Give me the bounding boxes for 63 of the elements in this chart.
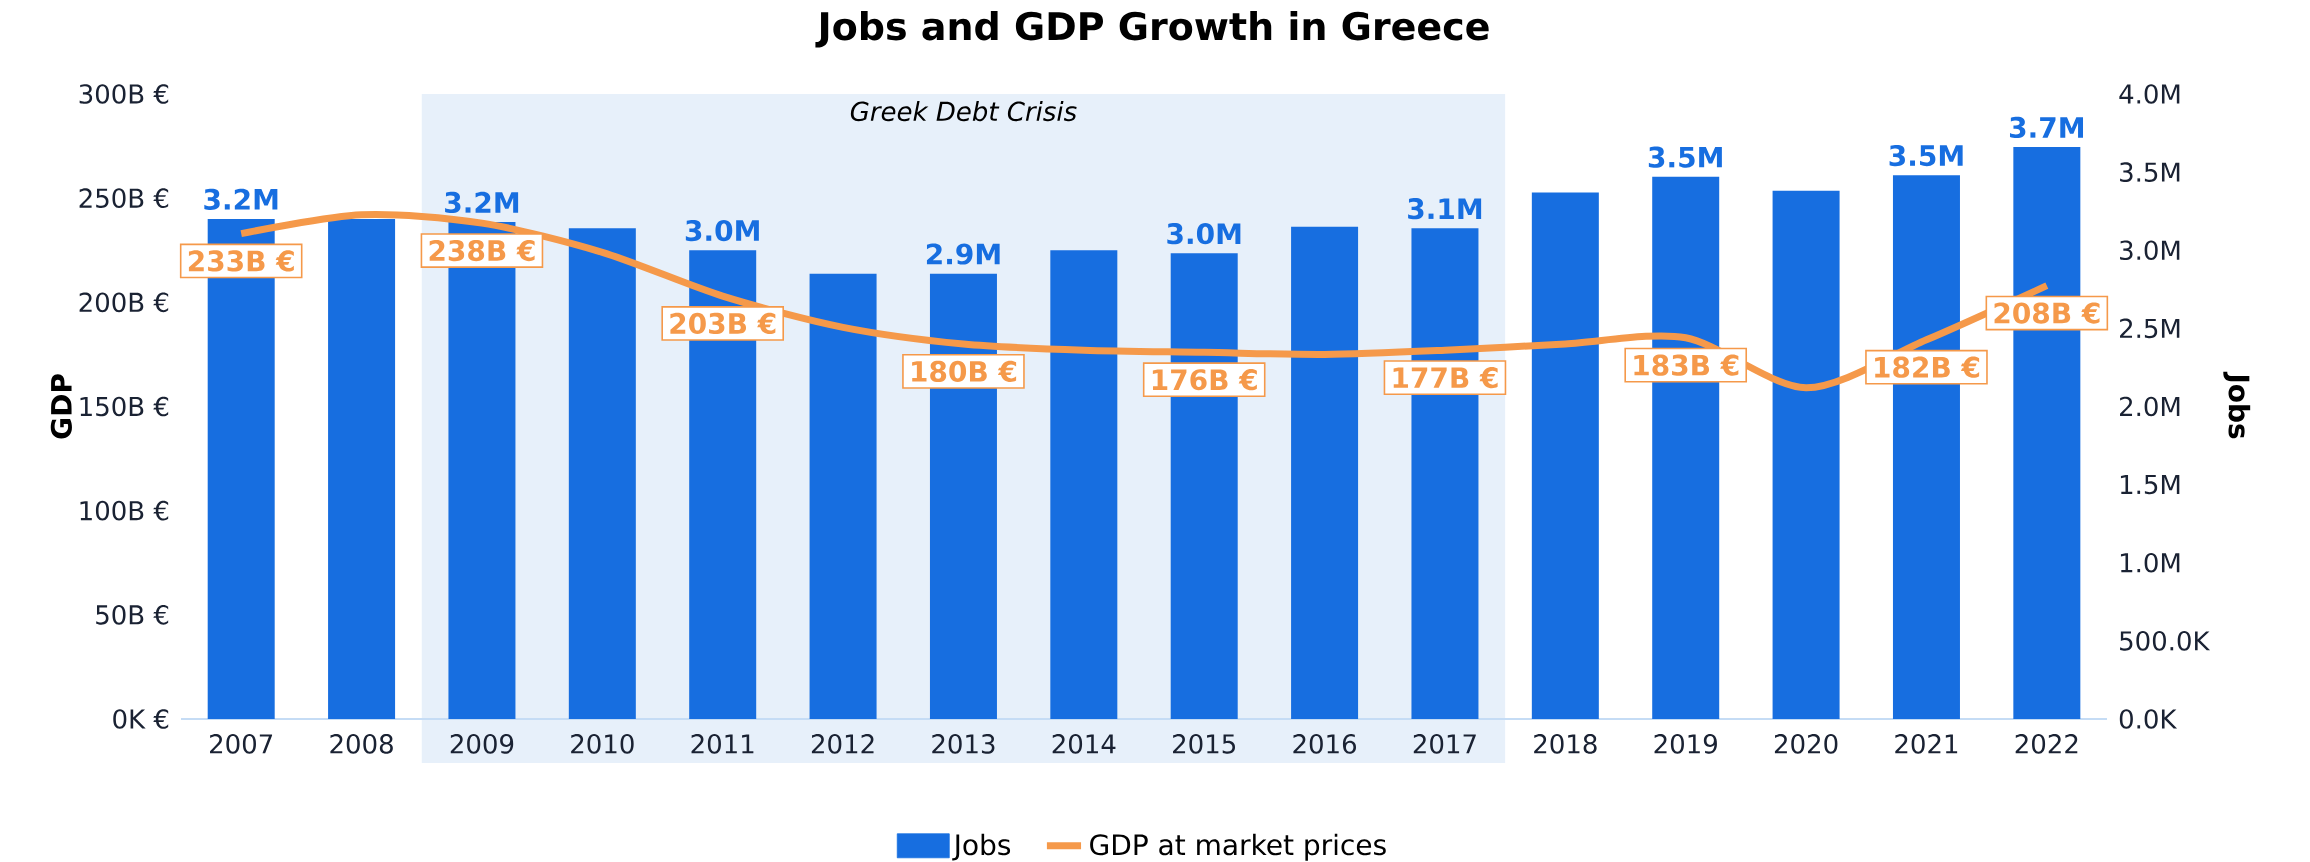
y2-tick-label: 2.0M (2120, 396, 2180, 417)
y2-tick-label: 0.0K (2119, 709, 2178, 729)
x-tick-label: 2017 (1413, 734, 1476, 754)
data-label: 238B € (429, 239, 535, 262)
y-tick-label: 150B € (80, 396, 169, 417)
x-tick-label: 2019 (1654, 734, 1717, 754)
y-tick-label: 100B € (80, 500, 169, 521)
y2-tick-label: 2.5M (2120, 318, 2180, 339)
legend-label: GDP at market prices (1090, 833, 1386, 861)
y-tick-label: 50B € (96, 605, 169, 625)
y2-tick-label: 500.0K (2120, 631, 2211, 651)
y2-tick-label: 4.0M (2119, 84, 2180, 104)
data-label: 3.5M (1889, 144, 1963, 167)
x-tick-label: 2018 (1534, 734, 1597, 754)
x-tick-label: 2010 (571, 734, 634, 754)
data-label: 3.0M (1167, 223, 1241, 245)
band-label: Greek Debt Crisis (850, 101, 1077, 122)
x-tick-label: 2015 (1173, 734, 1235, 754)
y2-tick-label: 3.5M (2120, 162, 2180, 182)
data-label: 3.7M (2009, 116, 2083, 139)
y-tick-label: 200B € (79, 292, 169, 313)
bar (328, 218, 396, 719)
bar (809, 273, 877, 719)
x-tick-label: 2007 (210, 734, 273, 754)
y-tick-label: 250B € (79, 188, 169, 209)
bar (568, 228, 636, 719)
data-label: 3.5M (1648, 146, 1722, 168)
x-tick-label: 2016 (1293, 734, 1356, 754)
y2-tick-label: 1.5M (2120, 474, 2180, 495)
y2-tick-label: 1.0M (2120, 552, 2180, 573)
x-tick-label: 2022 (2015, 734, 2078, 754)
y-tick-label: 300B € (79, 84, 169, 104)
data-label: 208B € (1994, 302, 2100, 324)
data-label: 182B € (1875, 356, 1980, 378)
x-tick-label: 2021 (1895, 734, 1958, 754)
data-label: 3.2M (445, 191, 519, 214)
data-label: 177B € (1393, 367, 1498, 389)
data-label: 2.9M (926, 243, 1000, 265)
data-label: 233B € (188, 250, 294, 272)
legend-label: Jobs (952, 833, 1011, 861)
y-axis-title: GDP (50, 374, 72, 439)
bar (1050, 250, 1118, 719)
data-label: 183B € (1634, 354, 1739, 376)
bar (1291, 226, 1359, 719)
data-label: 3.0M (685, 219, 759, 242)
data-label: 3.2M (204, 188, 278, 210)
x-tick-label: 2014 (1052, 734, 1116, 754)
y-tick-label: 0K € (113, 709, 169, 729)
x-tick-label: 2020 (1774, 734, 1838, 754)
x-tick-label: 2008 (330, 734, 393, 754)
y2-axis-title: Jobs (2223, 371, 2251, 439)
y2-tick-label: 3.0M (2120, 240, 2180, 261)
x-tick-label: 2012 (811, 734, 874, 754)
data-label: 180B € (912, 360, 1017, 382)
data-label: 203B € (670, 312, 776, 335)
data-label: 176B € (1152, 369, 1257, 391)
x-tick-label: 2013 (932, 734, 995, 754)
x-tick-label: 2009 (450, 734, 514, 754)
data-label: 3.1M (1408, 198, 1482, 220)
chart-title: Jobs and GDP Growth in Greece (815, 11, 1489, 48)
x-tick-label: 2011 (691, 734, 754, 754)
bar (1772, 190, 1840, 719)
bar (1531, 192, 1599, 719)
